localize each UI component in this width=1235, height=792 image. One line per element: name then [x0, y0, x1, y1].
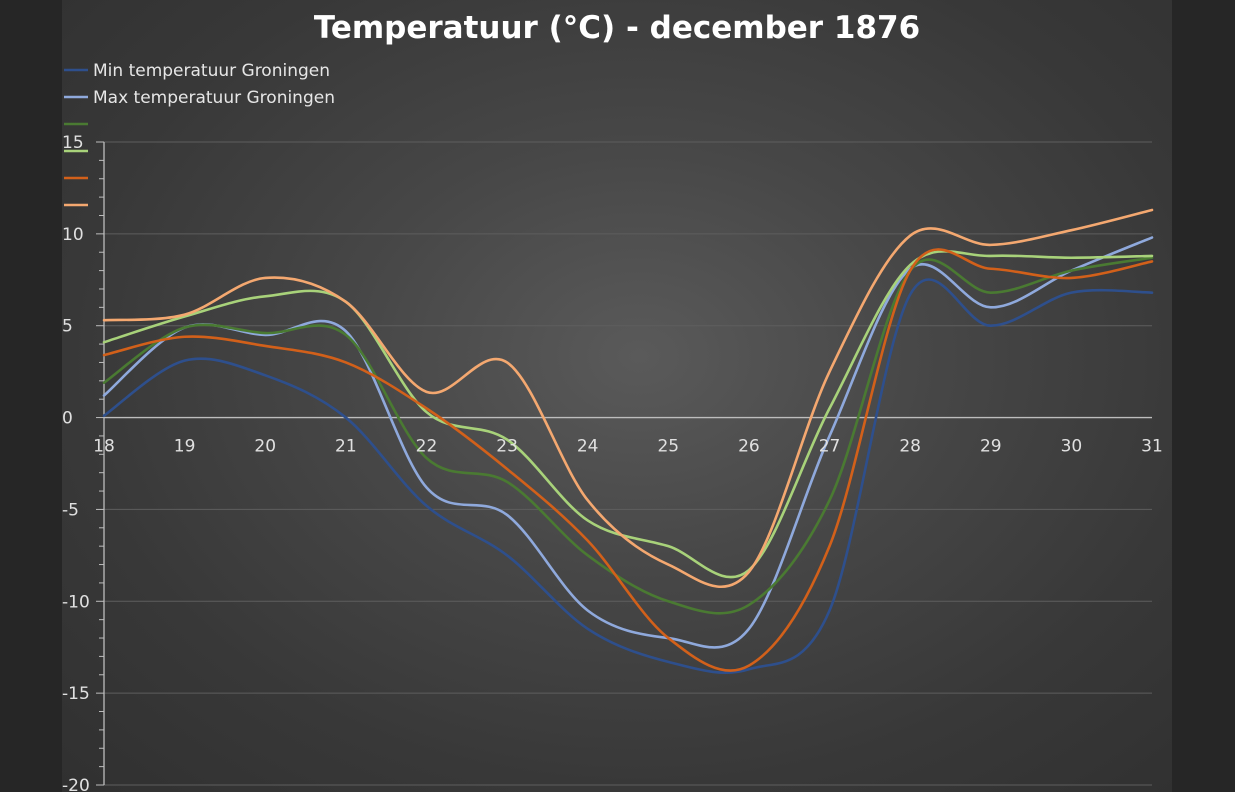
y-tick-label: -5 — [62, 500, 79, 520]
y-tick-label: 10 — [62, 225, 84, 245]
series-line-3 — [102, 256, 1154, 615]
x-tick-label: 19 — [174, 437, 196, 457]
chart-title: Temperatuur (°C) - december 1876 — [314, 10, 920, 46]
legend: Min temperatuur Groningen Max temperatuur… — [64, 61, 335, 207]
x-tick-label: 20 — [254, 437, 276, 457]
series-line-5 — [102, 248, 1154, 672]
x-tick-label: 18 — [93, 437, 115, 457]
x-tick-label: 29 — [980, 437, 1002, 457]
x-tick-label: 21 — [335, 437, 357, 457]
x-tick-label: 31 — [1141, 437, 1163, 457]
chart-panel: Temperatuur (°C) - december 1876 Min tem… — [62, 0, 1172, 792]
y-tick-label: 0 — [62, 409, 73, 429]
series-layer — [102, 208, 1154, 674]
y-tick-label: -20 — [62, 776, 90, 792]
legend-label: Max temperatuur Groningen — [93, 88, 335, 108]
x-tick-label: 23 — [496, 437, 518, 457]
x-tick-label: 22 — [416, 437, 438, 457]
x-tick-label: 24 — [577, 437, 599, 457]
line-chart: Temperatuur (°C) - december 1876 Min tem… — [62, 10, 1163, 792]
x-tick-label: 26 — [738, 437, 760, 457]
y-tick-label: 15 — [62, 133, 84, 153]
gridlines — [104, 141, 1152, 786]
axes — [96, 141, 1152, 786]
x-tick-label: 30 — [1061, 437, 1083, 457]
x-tick-label: 25 — [657, 437, 679, 457]
series-line-6 — [102, 208, 1154, 589]
x-tick-label: 28 — [899, 437, 921, 457]
legend-label: Min temperatuur Groningen — [93, 61, 330, 81]
y-axis-tick-labels: 15 10 5 0 -5 -10 -15 -20 — [62, 133, 90, 792]
x-axis-tick-labels: 18 19 20 21 22 23 24 25 26 27 28 29 30 31 — [93, 437, 1163, 457]
x-tick-label: 27 — [819, 437, 841, 457]
series-line-4 — [102, 250, 1154, 579]
series-line-1 — [102, 278, 1154, 674]
y-tick-label: -10 — [62, 592, 90, 612]
y-tick-label: 5 — [62, 317, 73, 337]
y-tick-label: -15 — [62, 684, 90, 704]
